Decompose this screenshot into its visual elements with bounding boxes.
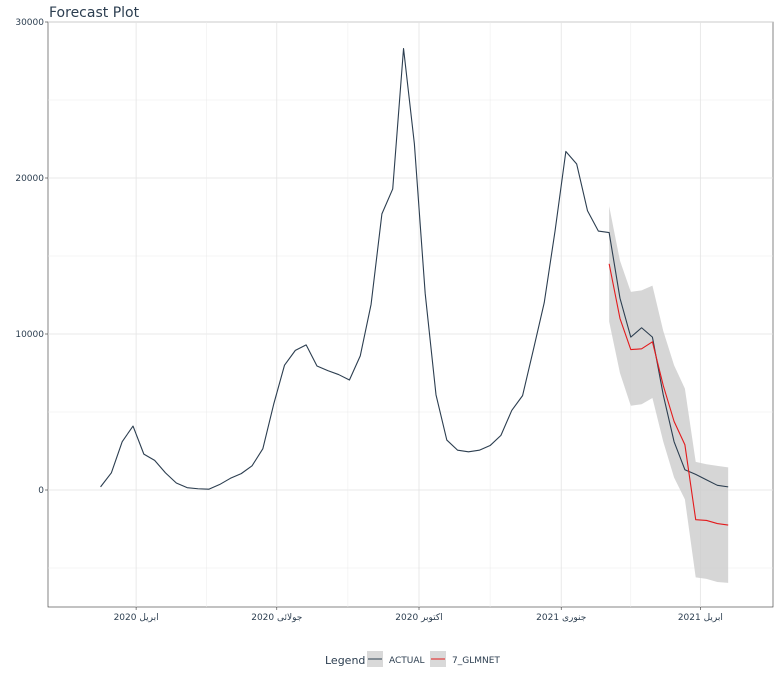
x-tick-label: اکتوبر 2020 [395, 613, 442, 623]
grid-lines [48, 21, 773, 607]
y-axis: 0 10000 20000 30000 [15, 18, 48, 496]
x-tick-label: ابریل 2021 [678, 613, 723, 623]
series-line-actual [100, 47, 729, 490]
x-axis: ابریل 2020 جولائی 2020 اکتوبر 2020 جنوری 20… [114, 607, 723, 623]
y-tick-label: 30000 [15, 18, 44, 28]
legend-item-glmnet: 7_GLMNET [430, 651, 500, 667]
legend-title: Legend [325, 654, 365, 667]
x-tick-label: جنوری 2021 [536, 613, 586, 623]
legend: Legend ACTUAL 7_GLMNET [325, 651, 500, 667]
legend-label-actual: ACTUAL [389, 656, 425, 666]
legend-label-glmnet: 7_GLMNET [452, 656, 500, 666]
series-line-glmnet [608, 263, 729, 526]
x-tick-label: جولائی 2020 [251, 613, 302, 623]
y-tick-label: 20000 [15, 174, 44, 184]
y-tick-label: 10000 [15, 330, 44, 340]
legend-item-actual: ACTUAL [367, 651, 425, 667]
confidence-band [609, 206, 729, 583]
confidence-band-area-1 [609, 206, 729, 583]
chart-title: Forecast Plot [49, 5, 140, 21]
y-tick-label: 0 [38, 486, 44, 496]
series-lines [100, 47, 729, 526]
x-tick-label: ابریل 2020 [114, 613, 159, 623]
